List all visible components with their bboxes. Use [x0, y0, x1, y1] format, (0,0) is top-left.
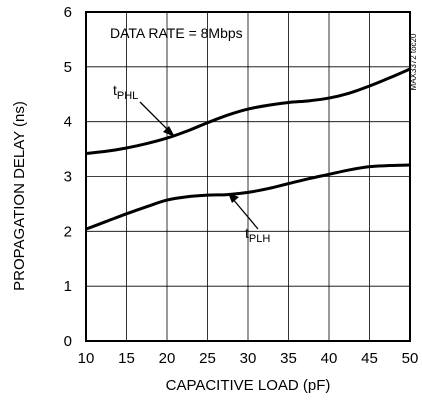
y-tick-label-0: 0 [64, 333, 72, 350]
data-rate-annotation: DATA RATE = 8Mbps [110, 25, 243, 41]
x-tick-labels: 10 15 20 25 30 35 40 45 50 [78, 350, 419, 367]
x-axis-label: CAPACITIVE LOAD (pF) [166, 377, 331, 394]
y-tick-label-1: 1 [64, 278, 72, 295]
x-tick-label-30: 30 [240, 350, 257, 367]
x-tick-label-45: 45 [361, 350, 378, 367]
y-tick-label-6: 6 [64, 4, 72, 21]
figure-code: MAX3372 toc20 [409, 33, 418, 90]
arrowhead-tphl [163, 126, 175, 137]
y-tick-label-3: 3 [64, 169, 72, 186]
x-tick-label-10: 10 [78, 350, 95, 367]
series-layer [85, 67, 411, 231]
series-line-tphl [85, 67, 411, 155]
arrowhead-tplh [228, 193, 239, 203]
series-line-tplh [85, 163, 411, 231]
y-tick-label-2: 2 [64, 223, 72, 240]
x-tick-label-50: 50 [402, 350, 419, 367]
arrow-tplh [231, 197, 259, 230]
x-tick-label-40: 40 [321, 350, 338, 367]
arrow-tphl [139, 101, 171, 133]
x-tick-label-20: 20 [159, 350, 176, 367]
x-tick-label-15: 15 [118, 350, 135, 367]
series-label-tplh: tPLH [245, 225, 270, 245]
y-tick-label-4: 4 [64, 114, 72, 131]
y-tick-labels: 0 1 2 3 4 5 6 [64, 4, 72, 350]
x-tick-label-25: 25 [199, 350, 216, 367]
grid-lines [86, 12, 410, 341]
y-axis-label: PROPAGATION DELAY (ns) [11, 101, 28, 291]
plot-frame [85, 11, 411, 342]
x-tick-label-35: 35 [280, 350, 297, 367]
series-label-tphl: tPHL [113, 82, 138, 102]
y-tick-label-5: 5 [64, 59, 72, 76]
